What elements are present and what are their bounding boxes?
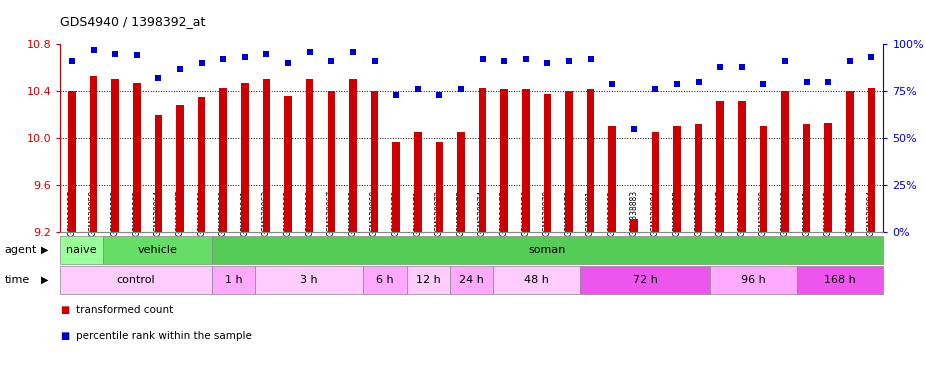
Bar: [479, 88, 487, 232]
Point: [713, 64, 728, 70]
Text: vehicle: vehicle: [138, 245, 178, 255]
Point: [843, 58, 857, 64]
Point: [346, 49, 361, 55]
Point: [194, 60, 209, 66]
Bar: [263, 79, 270, 232]
Bar: [349, 79, 357, 232]
Text: ▶: ▶: [41, 275, 48, 285]
Text: soman: soman: [529, 245, 566, 255]
Text: percentile rank within the sample: percentile rank within the sample: [76, 331, 252, 341]
Bar: [673, 126, 681, 232]
Point: [173, 66, 188, 72]
Point: [324, 58, 339, 64]
Bar: [500, 89, 508, 232]
Bar: [414, 132, 422, 232]
Point: [605, 81, 620, 87]
Bar: [241, 83, 249, 232]
Text: 72 h: 72 h: [633, 275, 658, 285]
Point: [497, 58, 512, 64]
Text: 48 h: 48 h: [524, 275, 549, 285]
Point: [280, 60, 295, 66]
Point: [130, 52, 144, 58]
Point: [799, 79, 814, 85]
Point: [691, 79, 706, 85]
Point: [238, 54, 253, 60]
Bar: [586, 89, 595, 232]
Text: ▶: ▶: [41, 245, 48, 255]
Text: 168 h: 168 h: [824, 275, 856, 285]
Text: agent: agent: [5, 245, 37, 255]
Bar: [868, 88, 875, 232]
Text: GDS4940 / 1398392_at: GDS4940 / 1398392_at: [60, 15, 205, 28]
Point: [864, 54, 879, 60]
Text: 24 h: 24 h: [460, 275, 484, 285]
Bar: [371, 91, 378, 232]
Text: ■: ■: [60, 305, 69, 314]
Point: [561, 58, 576, 64]
Text: naive: naive: [67, 245, 97, 255]
Bar: [846, 91, 854, 232]
Bar: [392, 142, 400, 232]
Point: [626, 126, 641, 132]
Point: [734, 64, 749, 70]
Text: 3 h: 3 h: [301, 275, 318, 285]
Point: [820, 79, 835, 85]
Point: [540, 60, 555, 66]
Text: 12 h: 12 h: [416, 275, 441, 285]
Point: [302, 49, 317, 55]
Text: 1 h: 1 h: [225, 275, 242, 285]
Text: 6 h: 6 h: [376, 275, 394, 285]
Point: [453, 86, 468, 93]
Bar: [133, 83, 141, 232]
Point: [670, 81, 684, 87]
Bar: [306, 79, 314, 232]
Bar: [651, 132, 660, 232]
Point: [388, 92, 403, 98]
Bar: [68, 91, 76, 232]
Point: [151, 75, 166, 81]
Bar: [436, 142, 443, 232]
Bar: [738, 101, 746, 232]
Point: [65, 58, 80, 64]
Bar: [457, 132, 464, 232]
Bar: [609, 126, 616, 232]
Text: ■: ■: [60, 331, 69, 341]
Bar: [111, 79, 119, 232]
Text: transformed count: transformed count: [76, 305, 173, 314]
Point: [475, 56, 490, 62]
Bar: [695, 124, 702, 232]
Bar: [544, 94, 551, 232]
Bar: [522, 89, 529, 232]
Bar: [198, 97, 205, 232]
Bar: [630, 219, 637, 232]
Point: [86, 47, 101, 53]
Point: [778, 58, 793, 64]
Bar: [219, 88, 227, 232]
Point: [518, 56, 533, 62]
Text: time: time: [5, 275, 30, 285]
Point: [259, 50, 274, 56]
Point: [216, 56, 230, 62]
Point: [411, 86, 426, 93]
Point: [367, 58, 382, 64]
Bar: [90, 76, 97, 232]
Bar: [154, 115, 162, 232]
Bar: [717, 101, 724, 232]
Bar: [177, 105, 184, 232]
Bar: [824, 123, 833, 232]
Bar: [782, 91, 789, 232]
Bar: [327, 91, 335, 232]
Point: [108, 50, 123, 56]
Bar: [284, 96, 292, 232]
Text: 96 h: 96 h: [741, 275, 766, 285]
Point: [648, 86, 663, 93]
Point: [756, 81, 771, 87]
Point: [432, 92, 447, 98]
Bar: [803, 124, 810, 232]
Bar: [565, 91, 573, 232]
Text: control: control: [117, 275, 155, 285]
Bar: [759, 126, 767, 232]
Point: [583, 56, 598, 62]
